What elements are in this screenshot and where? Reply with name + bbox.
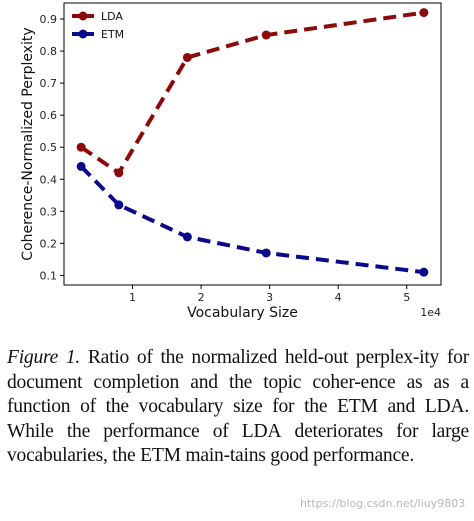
data-point-etm [76, 161, 86, 171]
x-tick-label: 1 [129, 291, 136, 304]
y-tick-label: 0.3 [40, 205, 58, 218]
x-tick-label: 2 [198, 291, 205, 304]
data-point-etm [114, 200, 124, 210]
y-tick-label: 0.6 [40, 109, 58, 122]
watermark: https://blog.csdn.net/liuy9803 [300, 497, 466, 510]
plot-area [63, 2, 442, 286]
x-axis-multiplier: 1e4 [420, 306, 441, 319]
x-tick-label: 5 [403, 291, 410, 304]
data-point-lda [114, 168, 124, 178]
chart: 0.10.20.30.40.50.60.70.80.91 2 3 4 5 LDAETM … [20, 2, 442, 321]
data-point-lda [182, 52, 192, 62]
caption-lda: LDA [424, 396, 465, 417]
y-tick-label: 0.7 [40, 77, 58, 90]
y-tick-label: 0.5 [40, 141, 58, 154]
x-tick-label: 3 [266, 291, 273, 304]
series-line-lda [80, 10, 425, 175]
data-point-lda [76, 142, 86, 152]
x-tick-label: 4 [335, 291, 342, 304]
caption-lead: Figure 1. [7, 347, 81, 368]
series-group [76, 8, 429, 277]
series-line-etm [79, 165, 425, 275]
x-axis-label: Vocabulary Size [187, 305, 298, 321]
data-point-etm [182, 232, 192, 242]
plot-border [63, 2, 442, 286]
caption-lda-2: LDA [241, 420, 282, 442]
figure-caption: Figure 1. Ratio of the normalized held-o… [7, 346, 469, 469]
y-tick-label: 0.2 [40, 237, 58, 250]
y-tick-label: 0.8 [40, 45, 58, 58]
y-tick-label: 0.4 [40, 173, 58, 186]
caption-body-1: Ratio of the normalized held-out perplex… [7, 347, 469, 417]
data-point-lda [419, 8, 429, 18]
axis-ticks: 0.1 0.2 0.3 0.4 0.5 0.6 0.7 0.8 0.9 1 2 3 4 5 [40, 13, 411, 304]
caption-body-2: . While the performance of [7, 396, 469, 442]
legend: LDA ETM [72, 10, 124, 41]
legend-label-lda: LDA [101, 10, 123, 23]
y-axis-label: Coherence-Normalized Perplexity [20, 27, 36, 260]
data-point-etm [419, 267, 429, 277]
legend-marker-lda [78, 11, 88, 21]
legend-marker-etm [78, 29, 88, 39]
data-point-etm [261, 248, 271, 258]
caption-body-3: deteriorates for large vocabularies, the… [7, 420, 469, 467]
y-tick-label: 0.1 [40, 269, 58, 282]
data-point-lda [261, 30, 271, 40]
y-tick-label: 0.9 [40, 13, 58, 26]
legend-label-etm: ETM [101, 28, 124, 41]
